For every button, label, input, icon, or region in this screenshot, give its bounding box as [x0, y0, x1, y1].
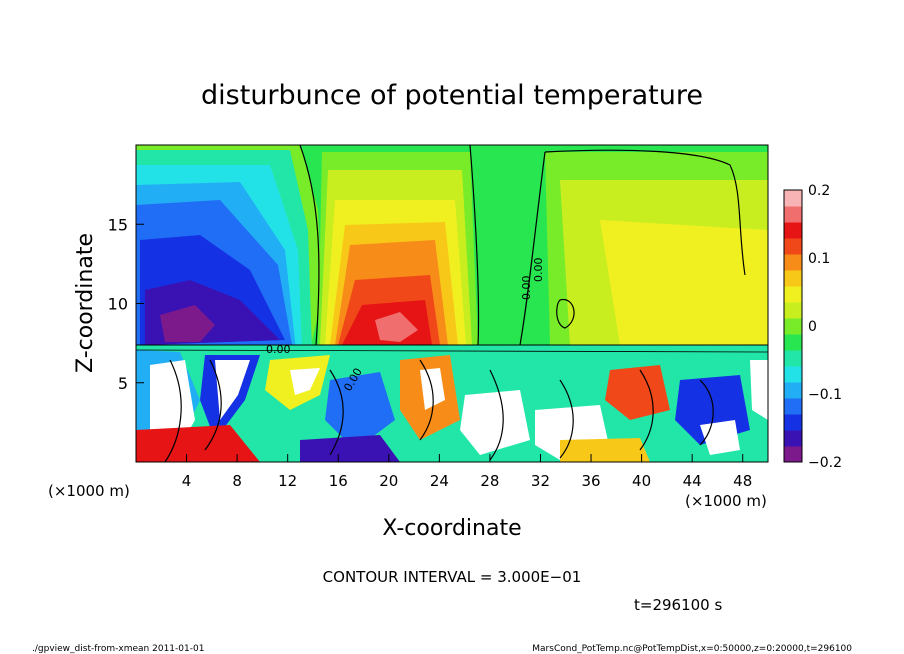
x-axis-ticks: 4 8 12 16 20 24 28 32 36 40 44 48 — [182, 454, 752, 490]
colorbar-swatch — [784, 334, 802, 351]
plot-area — [136, 145, 768, 462]
colorbar-swatch — [784, 366, 802, 383]
colorbar-tick-label: 0 — [808, 319, 817, 335]
y-tick-label: 15 — [108, 215, 128, 234]
colorbar-swatch — [784, 270, 802, 287]
colorbar-swatch — [784, 302, 802, 319]
x-tick-label: 12 — [278, 472, 297, 490]
y-axis-ticks: 5 10 15 — [108, 215, 144, 393]
contour-interval-text: CONTOUR INTERVAL = 3.000E−01 — [323, 568, 582, 586]
colorbar-swatch — [784, 286, 802, 303]
colorbar-tick-label: 0.1 — [808, 251, 830, 267]
x-tick-label: 32 — [531, 472, 550, 490]
cold-region — [136, 145, 322, 350]
colorbar-ticks: 0.2 0.1 0 −0.1 −0.2 — [808, 183, 842, 471]
colorbar-swatch — [784, 206, 802, 223]
colorbar — [783, 189, 803, 463]
contour-label: 0.00 — [266, 343, 291, 356]
colorbar-swatch — [784, 222, 802, 239]
warm-region — [318, 152, 478, 345]
y-tick-label: 10 — [108, 295, 128, 314]
x-tick-label: 40 — [632, 472, 651, 490]
x-tick-label: 44 — [683, 472, 702, 490]
turbulent-layer — [136, 345, 768, 462]
y-axis-label: Z-coordinate — [73, 233, 98, 373]
colorbar-swatch — [784, 382, 802, 399]
colorbar-swatch — [784, 446, 802, 463]
contour-label: 0.00 — [532, 258, 545, 283]
x-tick-label: 8 — [232, 472, 242, 490]
contour-lines — [136, 145, 768, 462]
x-tick-label: 24 — [430, 472, 449, 490]
colorbar-tick-label: −0.1 — [808, 387, 842, 403]
x-axis-label: X-coordinate — [382, 516, 521, 541]
footer-left: ./gpview_dist-from-xmean 2011-01-01 — [32, 644, 204, 654]
x-tick-label: 4 — [182, 472, 192, 490]
x-tick-label: 36 — [581, 472, 600, 490]
colorbar-swatch — [784, 318, 802, 335]
x-tick-label: 28 — [480, 472, 499, 490]
x-unit-left: (×1000 m) — [48, 482, 130, 500]
y-tick-label: 5 — [118, 374, 128, 393]
colorbar-tick-label: −0.2 — [808, 455, 842, 471]
contour-label: 0.00 — [520, 276, 533, 301]
colorbar-swatch — [784, 430, 802, 447]
colorbar-swatch — [784, 238, 802, 255]
colorbar-swatch — [784, 190, 802, 207]
footer-right: MarsCond_PotTemp.nc@PotTempDist,x=0:5000… — [532, 644, 852, 654]
colorbar-swatch — [784, 414, 802, 431]
x-tick-label: 16 — [329, 472, 348, 490]
x-tick-label: 20 — [379, 472, 398, 490]
colorbar-frame — [783, 189, 803, 463]
colorbar-tick-label: 0.2 — [808, 183, 830, 199]
right-warm-region — [545, 152, 768, 345]
x-tick-label: 48 — [733, 472, 752, 490]
chart-title: disturbunce of potential temperature — [201, 80, 703, 111]
colorbar-swatch — [784, 254, 802, 271]
x-unit-right: (×1000 m) — [685, 492, 767, 510]
colorbar-swatch — [784, 398, 802, 415]
time-text: t=296100 s — [634, 596, 722, 614]
colorbar-swatch — [784, 350, 802, 367]
